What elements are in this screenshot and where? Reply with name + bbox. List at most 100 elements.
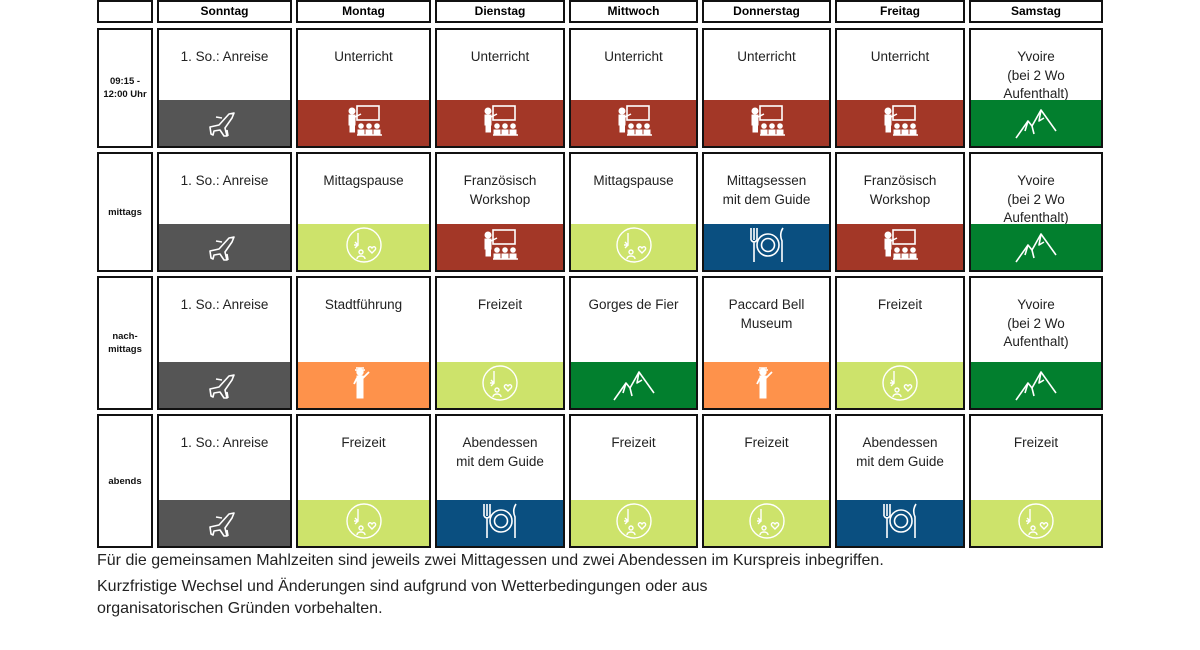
leisure-icon [878, 363, 922, 408]
activity-cell: Unterricht [702, 28, 831, 148]
mountain-icon [1014, 101, 1058, 146]
activity-cell: Abendessen mit dem Guide [835, 414, 965, 548]
activity-category-band [298, 100, 429, 146]
activity-title: Paccard Bell Museum [728, 297, 805, 331]
activity-title: 1. So.: Anreise [180, 173, 269, 188]
leisure-icon [612, 225, 656, 270]
airplane-icon [203, 101, 247, 146]
activity-cell: 1. So.: Anreise [157, 414, 292, 548]
mountain-icon [1014, 225, 1058, 270]
mountain-icon [1014, 363, 1058, 408]
activity-cell: 1. So.: Anreise [157, 152, 292, 272]
activity-cell: Mittagspause [569, 152, 698, 272]
activity-category-band [971, 100, 1101, 146]
activity-category-band [571, 100, 696, 146]
activity-title: Yvoire (bei 2 Wo Aufenthalt) [1003, 49, 1069, 101]
activity-category-band [837, 362, 963, 408]
activity-category-band [159, 362, 290, 408]
meal-icon [745, 225, 789, 270]
activity-title: 1. So.: Anreise [180, 49, 269, 64]
airplane-icon [203, 501, 247, 546]
day-header-freitag: Freitag [835, 0, 965, 23]
activity-title: Freizeit [611, 435, 656, 450]
activity-title: Freizeit [477, 297, 523, 312]
activity-category-band [298, 500, 429, 546]
activity-category-band [159, 100, 290, 146]
activity-category-band [704, 100, 829, 146]
activity-cell: Abendessen mit dem Guide [435, 414, 565, 548]
guide-icon [342, 363, 386, 408]
day-header-dienstag: Dienstag [435, 0, 565, 23]
changes-note-line-2: organisatorischen Gründen vorbehalten. [97, 600, 383, 617]
time-slot-text: nach- mittags [108, 331, 142, 355]
classroom-icon [878, 101, 922, 146]
activity-category-band [571, 500, 696, 546]
day-header-sonntag: Sonntag [157, 0, 292, 23]
activity-category-band [298, 224, 429, 270]
activity-title: Freizeit [877, 297, 923, 312]
activity-title: Gorges de Fier [588, 297, 679, 312]
activity-category-band [704, 500, 829, 546]
activity-title: Mittagsessen mit dem Guide [722, 173, 811, 207]
activity-category-band [837, 100, 963, 146]
activity-title: Unterricht [737, 49, 796, 64]
time-slot-text: mittags [108, 206, 142, 218]
activity-title: Freizeit [744, 435, 789, 450]
activity-cell: Französisch Workshop [835, 152, 965, 272]
meals-note: Für die gemeinsamen Mahlzeiten sind jewe… [97, 552, 884, 569]
activity-cell: Freizeit [702, 414, 831, 548]
activity-cell: Freizeit [296, 414, 431, 548]
activity-cell: Mittagspause [296, 152, 431, 272]
activity-cell: Französisch Workshop [435, 152, 565, 272]
day-header-montag: Montag [296, 0, 431, 23]
activity-title: Yvoire (bei 2 Wo Aufenthalt) [1003, 297, 1069, 349]
classroom-icon [612, 101, 656, 146]
meal-icon [478, 501, 522, 546]
header-corner [97, 0, 153, 23]
activity-category-band [437, 100, 563, 146]
activity-title: Mittagspause [323, 173, 404, 188]
activity-cell: Freizeit [435, 276, 565, 410]
day-header-samstag: Samstag [969, 0, 1103, 23]
activity-cell: Stadtführung [296, 276, 431, 410]
activity-category-band [437, 362, 563, 408]
mountain-icon [612, 363, 656, 408]
activity-title: Französisch Workshop [863, 173, 937, 207]
leisure-icon [745, 501, 789, 546]
activity-title: 1. So.: Anreise [180, 435, 269, 450]
leisure-icon [612, 501, 656, 546]
time-slot-label: abends [97, 414, 153, 548]
activity-cell: Gorges de Fier [569, 276, 698, 410]
time-slot-label: nach- mittags [97, 276, 153, 410]
guide-icon [745, 363, 789, 408]
activity-title: Freizeit [341, 435, 386, 450]
activity-title: Unterricht [604, 49, 663, 64]
day-header-mittwoch: Mittwoch [569, 0, 698, 23]
activity-category-band [437, 224, 563, 270]
day-header-donnerstag: Donnerstag [702, 0, 831, 23]
classroom-icon [478, 101, 522, 146]
activity-category-band [837, 500, 963, 546]
activity-cell: Freizeit [835, 276, 965, 410]
airplane-icon [203, 363, 247, 408]
activity-title: 1. So.: Anreise [180, 297, 269, 312]
activity-cell: Yvoire (bei 2 Wo Aufenthalt) [969, 152, 1103, 272]
activity-title: Unterricht [334, 49, 393, 64]
changes-note-line-1: Kurzfristige Wechsel und Änderungen sind… [97, 578, 708, 595]
activity-cell: Unterricht [435, 28, 565, 148]
activity-cell: Yvoire (bei 2 Wo Aufenthalt) [969, 28, 1103, 148]
activity-cell: Freizeit [969, 414, 1103, 548]
activity-title: Freizeit [1013, 435, 1059, 450]
activity-category-band [571, 362, 696, 408]
activity-title: Yvoire (bei 2 Wo Aufenthalt) [1003, 173, 1069, 225]
time-slot-text: abends [108, 475, 142, 487]
leisure-icon [478, 363, 522, 408]
activity-cell: Mittagsessen mit dem Guide [702, 152, 831, 272]
activity-cell: Unterricht [835, 28, 965, 148]
activity-category-band [159, 500, 290, 546]
activity-category-band [159, 224, 290, 270]
activity-category-band [437, 500, 563, 546]
activity-category-band [971, 500, 1101, 546]
time-slot-text: 09:15 - 12:00 Uhr [103, 76, 147, 100]
activity-category-band [837, 224, 963, 270]
